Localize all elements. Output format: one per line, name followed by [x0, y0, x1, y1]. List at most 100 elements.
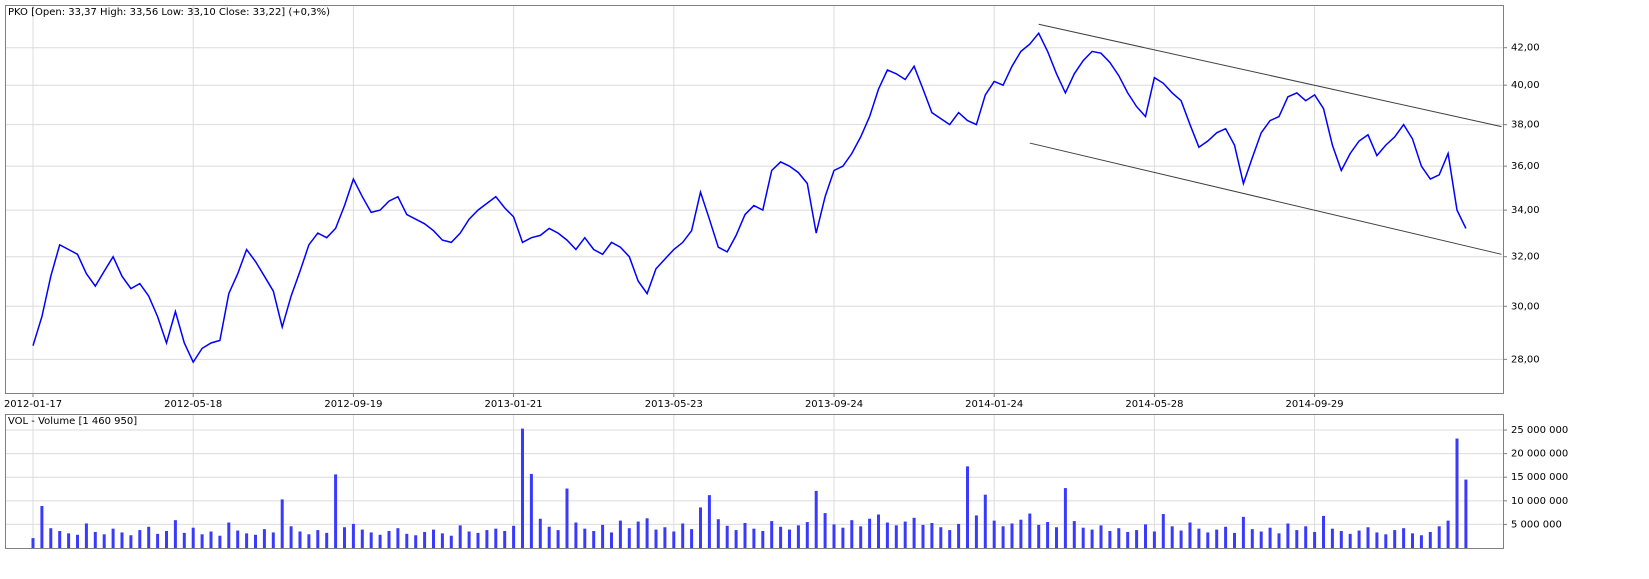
x-tick-label: 2013-09-24 — [805, 399, 863, 410]
trend-line — [1029, 142, 1502, 255]
volume-bar — [307, 534, 311, 548]
volume-bar — [84, 523, 88, 548]
volume-bar — [1259, 531, 1263, 548]
volume-bar — [432, 529, 435, 548]
volume-bar — [423, 531, 427, 548]
volume-bar — [1028, 513, 1032, 548]
trend-line — [1038, 23, 1502, 128]
volume-bar — [1055, 527, 1058, 548]
volume-bar — [1224, 526, 1228, 548]
volume-bar — [1313, 531, 1317, 548]
volume-bar — [725, 525, 729, 548]
volume-bar — [236, 530, 240, 548]
volume-bar — [512, 525, 516, 548]
volume-bar — [752, 528, 756, 548]
volume-panel — [5, 414, 1504, 549]
volume-bar — [1437, 526, 1441, 548]
volume-bar — [930, 522, 934, 548]
y-tick-label: 28,00 — [1511, 354, 1540, 365]
volume-bar — [1339, 531, 1343, 548]
y-tick-label: 38,00 — [1511, 120, 1540, 131]
volume-bar — [76, 534, 79, 548]
volume-bar — [645, 518, 649, 548]
volume-bar — [850, 520, 854, 548]
volume-bar — [369, 532, 373, 548]
volume-bar — [209, 531, 213, 548]
volume-bar — [672, 531, 676, 548]
volume-bar — [298, 531, 302, 548]
volume-bar — [1277, 533, 1281, 548]
volume-bar — [521, 428, 524, 548]
volume-bar — [40, 506, 44, 548]
volume-bar — [325, 532, 329, 548]
volume-bar — [1250, 529, 1254, 548]
volume-bar — [716, 519, 720, 548]
y-tick-label: 34,00 — [1511, 205, 1540, 216]
volume-bar — [1286, 523, 1290, 548]
x-tick-label: 2012-09-19 — [324, 399, 382, 410]
volume-bar — [992, 520, 996, 548]
volume-bar — [627, 528, 631, 548]
volume-bar — [610, 532, 613, 548]
volume-bar — [547, 526, 551, 548]
volume-bar — [583, 528, 587, 548]
volume-bar — [948, 530, 952, 548]
volume-bar — [200, 534, 204, 548]
volume-bar — [618, 520, 622, 548]
volume-bar — [1268, 527, 1272, 548]
volume-bar — [921, 524, 925, 548]
volume-bar — [974, 515, 978, 548]
volume-bar — [823, 513, 827, 548]
x-tick-label: 2012-01-17 — [4, 399, 62, 410]
volume-bar — [351, 523, 355, 548]
volume-bar — [120, 532, 124, 548]
volume-bar — [1117, 528, 1121, 548]
y-tick-label: 32,00 — [1511, 252, 1540, 263]
volume-bar — [734, 530, 738, 548]
volume-bar — [912, 517, 916, 548]
volume-bar — [449, 535, 453, 548]
volume-bar — [1072, 521, 1076, 548]
volume-bar — [93, 531, 97, 548]
volume-bar — [360, 529, 364, 548]
volume-bar — [503, 531, 507, 548]
volume-bar — [1063, 488, 1067, 548]
volume-bar — [218, 535, 222, 548]
volume-bar — [1348, 533, 1352, 548]
price-line — [32, 31, 1467, 364]
x-tick-label: 2014-01-24 — [965, 399, 1023, 410]
volume-bar — [663, 527, 667, 548]
volume-bar — [832, 524, 836, 548]
volume-bar — [796, 525, 800, 548]
volume-bar — [654, 529, 658, 548]
volume-bar — [1241, 516, 1245, 548]
volume-bar — [476, 532, 480, 548]
volume-bar — [1393, 530, 1397, 548]
volume-bar — [538, 518, 542, 548]
volume-bar — [1046, 522, 1050, 548]
volume-bar — [147, 526, 151, 548]
volume-bar — [227, 522, 231, 548]
volume-bar — [1126, 531, 1130, 548]
volume-bar — [690, 529, 694, 548]
volume-bar — [1170, 526, 1174, 548]
price-title: PKO [Open: 33,37 High: 33,56 Low: 33,10 … — [8, 7, 330, 18]
volume-bar — [707, 495, 711, 548]
volume-bar — [966, 466, 969, 548]
volume-bar — [165, 531, 168, 548]
volume-bar — [743, 522, 747, 548]
volume-bar — [485, 530, 489, 548]
volume-bar — [111, 528, 115, 548]
y-tick-label: 40,00 — [1511, 80, 1540, 91]
x-tick-label: 2013-01-21 — [485, 399, 543, 410]
volume-bar — [1366, 527, 1370, 548]
volume-bar — [316, 530, 320, 548]
volume-bar — [1446, 520, 1450, 548]
x-tick-label: 2013-05-23 — [645, 399, 703, 410]
volume-bar — [1304, 526, 1308, 548]
volume-bar — [939, 527, 943, 548]
volume-bar — [458, 525, 462, 548]
volume-bar — [1419, 535, 1423, 548]
